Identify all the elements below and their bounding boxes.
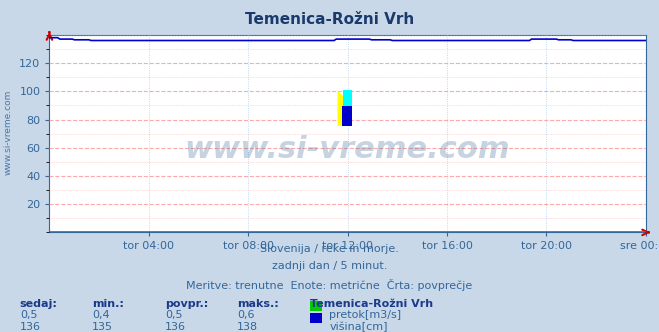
- Text: Temenica-Rožni Vrh: Temenica-Rožni Vrh: [310, 299, 433, 309]
- Text: povpr.:: povpr.:: [165, 299, 208, 309]
- Text: maks.:: maks.:: [237, 299, 279, 309]
- FancyBboxPatch shape: [343, 90, 352, 117]
- Text: zadnji dan / 5 minut.: zadnji dan / 5 minut.: [272, 261, 387, 271]
- Text: 0,5: 0,5: [20, 310, 38, 320]
- Text: min.:: min.:: [92, 299, 124, 309]
- Text: 138: 138: [237, 322, 258, 332]
- Polygon shape: [337, 90, 351, 126]
- Text: Meritve: trenutne  Enote: metrične  Črta: povprečje: Meritve: trenutne Enote: metrične Črta: …: [186, 279, 473, 290]
- Text: sedaj:: sedaj:: [20, 299, 57, 309]
- Text: 0,5: 0,5: [165, 310, 183, 320]
- Text: 0,6: 0,6: [237, 310, 255, 320]
- Text: Slovenija / reke in morje.: Slovenija / reke in morje.: [260, 244, 399, 254]
- FancyBboxPatch shape: [342, 106, 352, 126]
- Text: www.si-vreme.com: www.si-vreme.com: [3, 90, 13, 176]
- Text: višina[cm]: višina[cm]: [330, 322, 388, 332]
- Text: 136: 136: [165, 322, 186, 332]
- Text: 135: 135: [92, 322, 113, 332]
- Text: 136: 136: [20, 322, 41, 332]
- Text: pretok[m3/s]: pretok[m3/s]: [330, 310, 401, 320]
- Text: Temenica-Rožni Vrh: Temenica-Rožni Vrh: [245, 12, 414, 27]
- Text: 0,4: 0,4: [92, 310, 110, 320]
- Text: www.si-vreme.com: www.si-vreme.com: [185, 135, 511, 164]
